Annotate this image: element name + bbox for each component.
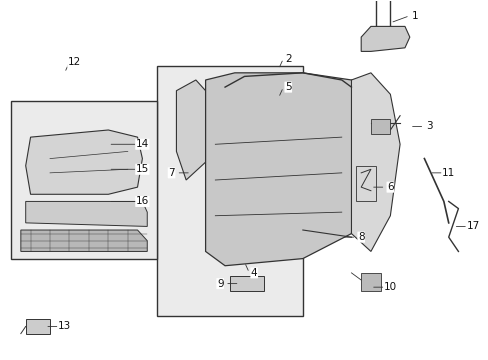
Text: 12: 12 <box>67 57 81 67</box>
Bar <box>26 319 50 334</box>
Polygon shape <box>205 73 361 266</box>
Text: 9: 9 <box>217 279 223 289</box>
Polygon shape <box>21 230 147 251</box>
Text: 10: 10 <box>383 282 396 292</box>
Polygon shape <box>361 26 409 51</box>
Text: 14: 14 <box>136 139 149 149</box>
Bar <box>11 102 157 258</box>
Text: 2: 2 <box>285 54 291 64</box>
Polygon shape <box>176 80 205 180</box>
Text: 1: 1 <box>410 11 417 21</box>
Text: 13: 13 <box>58 321 71 332</box>
Bar <box>361 273 380 291</box>
Text: 15: 15 <box>136 164 149 174</box>
Text: 5: 5 <box>285 82 291 92</box>
Text: 17: 17 <box>466 221 479 231</box>
Text: 6: 6 <box>386 182 393 192</box>
Text: 3: 3 <box>425 121 432 131</box>
Text: 8: 8 <box>357 232 364 242</box>
Polygon shape <box>351 73 399 251</box>
Polygon shape <box>26 130 142 194</box>
Text: 16: 16 <box>136 197 149 206</box>
Text: 4: 4 <box>250 268 257 278</box>
Bar <box>229 276 264 291</box>
Bar <box>370 119 389 134</box>
Bar <box>356 166 375 202</box>
Text: 11: 11 <box>441 168 454 178</box>
Text: 7: 7 <box>168 168 175 178</box>
Bar <box>157 66 302 316</box>
Polygon shape <box>26 202 147 226</box>
